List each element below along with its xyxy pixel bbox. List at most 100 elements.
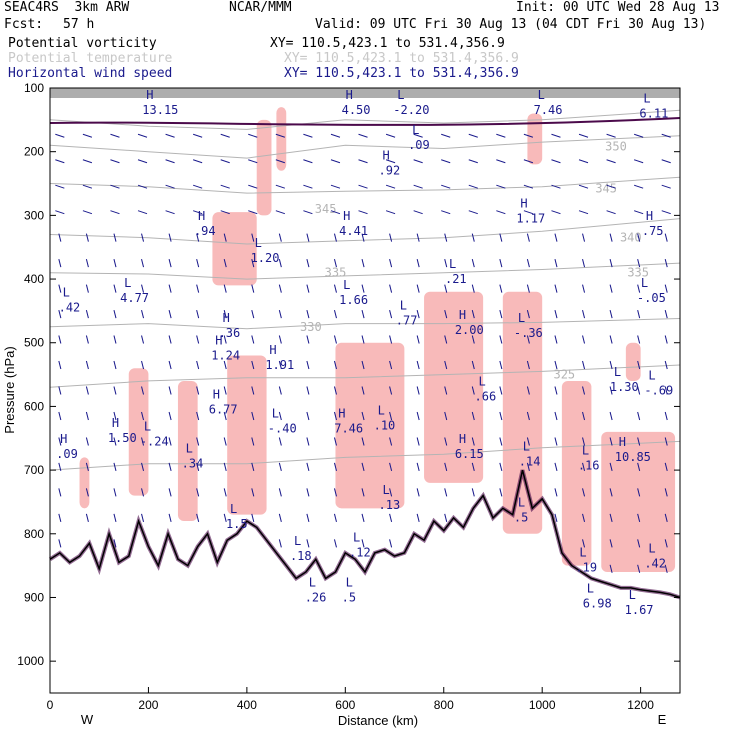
- wind-vector: [251, 462, 255, 472]
- wind-vector: [578, 133, 589, 138]
- wind-vector: [278, 386, 282, 395]
- wind-vector: [361, 284, 365, 293]
- extremum-kind-label: L: [648, 542, 655, 556]
- wind-vector: [526, 462, 530, 472]
- wind-vector: [278, 437, 282, 446]
- extremum-kind-label: H: [646, 209, 653, 223]
- extremum-kind-label: L: [643, 91, 650, 105]
- wind-vector: [168, 233, 172, 242]
- wind-vector: [637, 360, 641, 370]
- wind-vector: [278, 335, 282, 344]
- wind-vector: [551, 210, 561, 215]
- wind-vector: [361, 539, 365, 548]
- wind-vector: [582, 309, 586, 319]
- wind-vector: [499, 233, 503, 242]
- extremum-value-label: 1.66: [339, 293, 368, 307]
- forecast-label: Fcst:: [4, 17, 44, 32]
- wind-vector: [196, 233, 200, 242]
- wind-vector: [168, 335, 172, 344]
- wind-vector: [361, 259, 365, 268]
- wind-vector: [223, 386, 227, 395]
- wind-vector: [526, 386, 530, 395]
- wind-vector: [58, 335, 62, 344]
- wind-vector: [471, 233, 475, 242]
- wind-vector: [85, 437, 89, 446]
- wind-vector: [137, 133, 148, 138]
- wind-vector: [444, 335, 448, 344]
- extremum-kind-label: L: [579, 545, 586, 559]
- wind-vector: [526, 360, 530, 370]
- wind-vector: [468, 159, 478, 164]
- x-tick-label: 400: [237, 698, 257, 712]
- wind-vector: [496, 159, 506, 164]
- extremum-kind-label: L: [523, 440, 530, 454]
- wind-vector: [526, 233, 530, 242]
- x-tick-label: 600: [335, 698, 355, 712]
- extremum-kind-label: H: [459, 308, 466, 322]
- extremum-value-label: 4.50: [342, 103, 371, 117]
- wind-vector: [168, 513, 172, 522]
- wind-vector: [278, 360, 282, 370]
- wind-vector: [637, 488, 641, 497]
- wind-vector: [416, 437, 420, 446]
- extremum-kind-label: H: [112, 416, 119, 430]
- wind-vector: [471, 284, 475, 293]
- wind-vector: [85, 233, 89, 242]
- wind-vector: [165, 159, 175, 164]
- wind-vector: [441, 133, 451, 138]
- wind-vector: [444, 513, 448, 522]
- wind-vector: [113, 284, 117, 293]
- wind-vector: [664, 284, 668, 293]
- wind-vector: [85, 284, 89, 293]
- wind-vector: [333, 233, 337, 242]
- extremum-value-label: .77: [396, 313, 418, 327]
- pv-region: [227, 355, 267, 515]
- wind-vector: [471, 386, 475, 395]
- wind-vector: [444, 259, 448, 268]
- wind-vector: [251, 488, 255, 497]
- pv-fill-layer: [79, 107, 676, 572]
- wind-vector: [582, 259, 586, 268]
- theta-contour-label: 335: [325, 266, 347, 280]
- wind-vector: [554, 437, 558, 446]
- east-label: E: [658, 712, 667, 727]
- wind-vector: [637, 462, 641, 472]
- wind-vector: [496, 184, 506, 189]
- extremum-kind-label: L: [230, 502, 237, 516]
- wind-vector: [58, 309, 62, 319]
- y-tick-label: 1000: [17, 654, 44, 668]
- wind-vector: [141, 437, 145, 446]
- y-tick-label: 200: [24, 145, 44, 159]
- extremum-kind-label: H: [269, 343, 276, 357]
- wind-vector: [113, 513, 117, 522]
- wind-vector: [554, 488, 558, 497]
- extremum-kind-label: L: [144, 419, 151, 433]
- theta-contour-label: 350: [605, 140, 627, 154]
- wind-vector: [223, 284, 227, 293]
- extremum-value-label: -.24: [140, 434, 169, 448]
- wind-vector: [389, 488, 393, 497]
- wind-vector: [582, 284, 586, 293]
- wind-vector: [389, 284, 393, 293]
- pv-region: [561, 380, 592, 566]
- terrain-layer: [48, 88, 681, 600]
- wind-vector: [196, 335, 200, 344]
- wind-vector: [306, 462, 310, 472]
- extremum-kind-label: L: [614, 365, 621, 379]
- wind-vector: [58, 360, 62, 370]
- wind-vector: [609, 488, 613, 497]
- wind-vector: [416, 360, 420, 370]
- theta-contour-label: 340: [620, 231, 642, 245]
- wind-vector: [333, 539, 337, 548]
- wind-vector: [168, 386, 172, 395]
- wind-vector: [251, 259, 255, 268]
- wind-vector: [526, 309, 530, 319]
- wind-vector: [223, 259, 227, 268]
- wind-vector: [251, 386, 255, 395]
- extremum-value-label: .26: [305, 590, 327, 604]
- wind-vector: [471, 437, 475, 446]
- wind-vector: [664, 360, 668, 370]
- wind-vector: [416, 411, 420, 421]
- wind-vector: [192, 159, 203, 164]
- wind-vector: [113, 386, 117, 395]
